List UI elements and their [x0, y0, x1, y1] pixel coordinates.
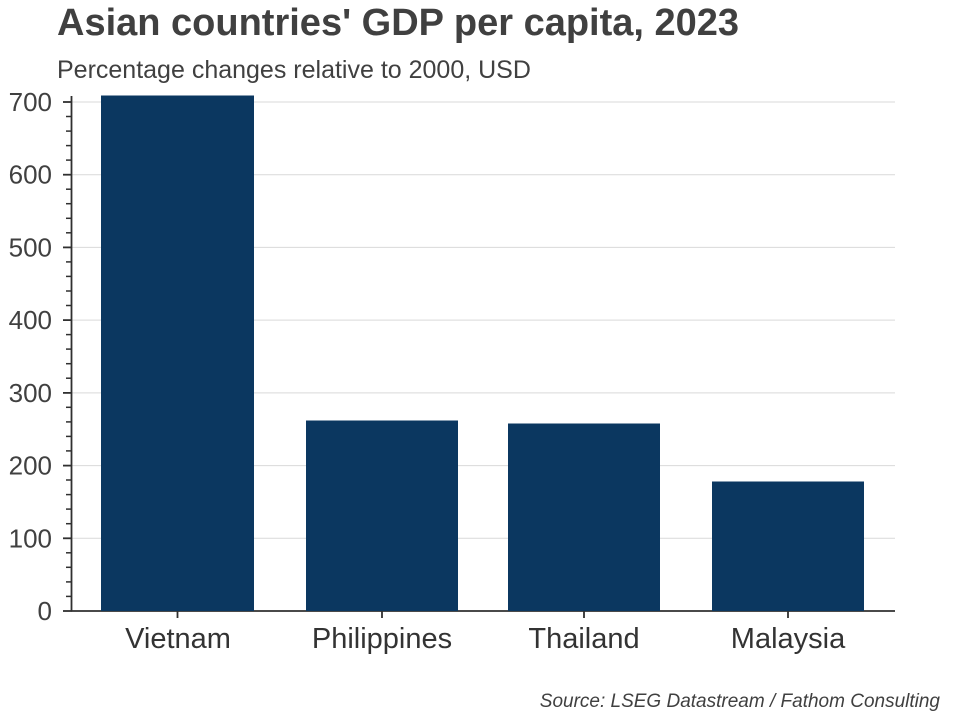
svg-text:100: 100 [9, 523, 52, 553]
svg-text:600: 600 [9, 160, 52, 190]
svg-text:Malaysia: Malaysia [731, 623, 846, 655]
svg-text:300: 300 [9, 378, 52, 408]
svg-text:400: 400 [9, 305, 52, 335]
svg-text:500: 500 [9, 232, 52, 262]
svg-text:Vietnam: Vietnam [125, 623, 231, 655]
svg-text:Thailand: Thailand [528, 623, 639, 655]
svg-text:Philippines: Philippines [312, 623, 452, 655]
svg-text:0: 0 [38, 596, 52, 626]
svg-text:200: 200 [9, 451, 52, 481]
svg-text:700: 700 [9, 87, 52, 117]
